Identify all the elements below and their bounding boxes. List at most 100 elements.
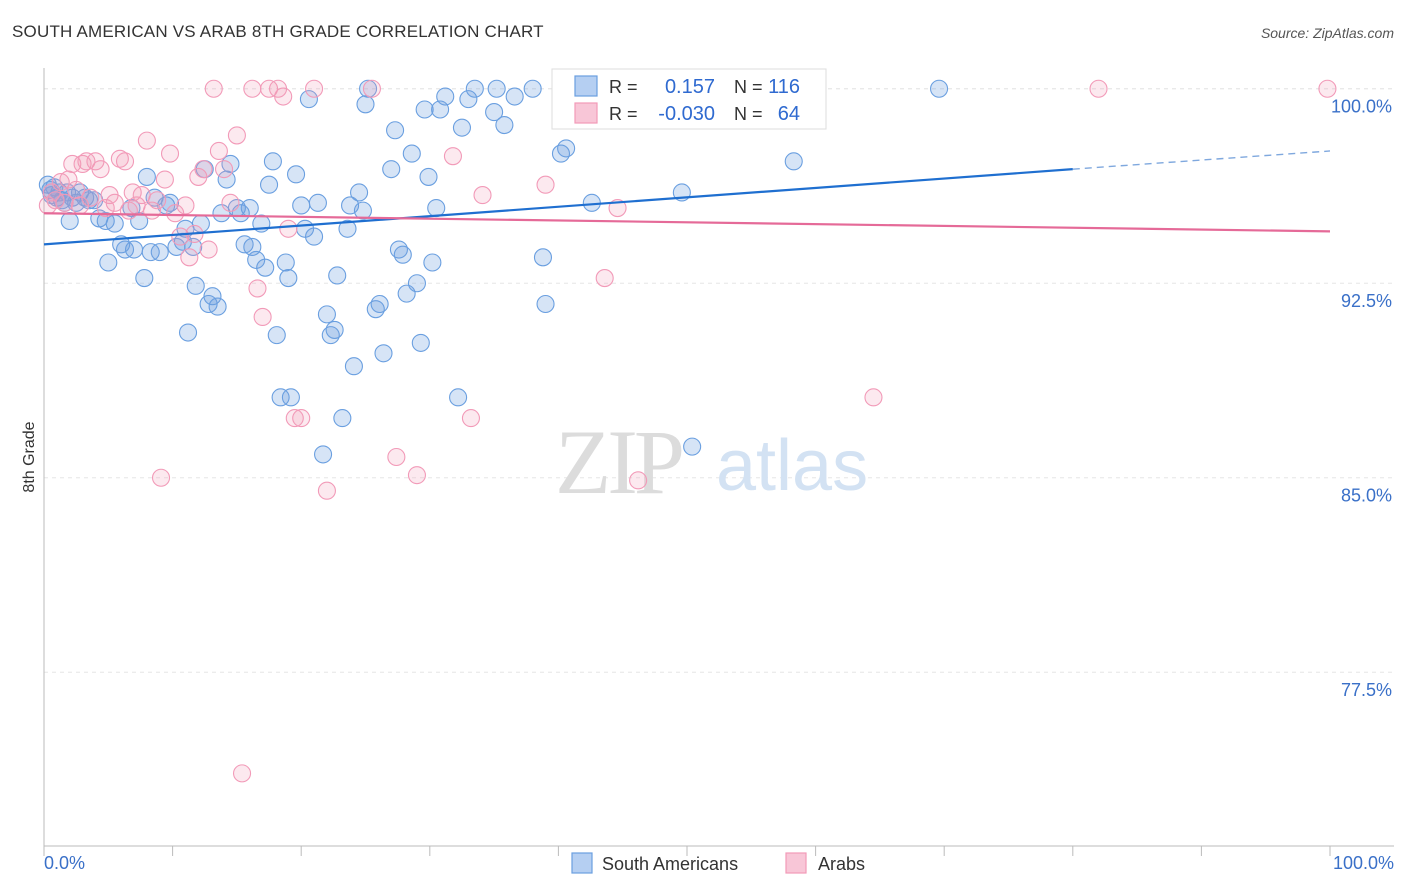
south-americans-point (423, 253, 442, 272)
x-tick-label-max: 100.0% (1333, 853, 1394, 873)
arabs-point (148, 191, 167, 210)
series-south-americans (38, 79, 949, 464)
south-americans-point (402, 144, 421, 163)
south-americans-point (259, 175, 279, 194)
x-ticks (43, 846, 1331, 856)
y-tick-label: 92.5% (1341, 291, 1392, 311)
source-credit: Source: ZipAtlas.com (1260, 25, 1394, 41)
south-americans-point (333, 409, 352, 428)
south-americans-point (386, 121, 405, 140)
south-americans-point (271, 388, 290, 407)
south-americans-point (240, 198, 259, 218)
arabs-point (204, 79, 223, 98)
south-americans-point (124, 240, 144, 259)
legend-label-arabs: Arabs (818, 854, 865, 874)
south-americans-point (208, 297, 227, 316)
south-americans-point (344, 357, 363, 376)
south-americans-point (427, 198, 446, 218)
arabs-point (155, 170, 174, 189)
south-americans-point (276, 253, 295, 272)
arabs-point (171, 227, 190, 246)
arabs-point (595, 269, 614, 288)
south-americans-point (350, 183, 369, 202)
south-americans-point (436, 87, 455, 106)
arabs-point (461, 409, 481, 428)
south-americans-point (485, 103, 504, 122)
stats-swatch-arabs (574, 102, 598, 124)
south-americans-point (452, 118, 472, 137)
arabs-point (292, 409, 311, 428)
stats-n-label-1: N = (734, 104, 763, 124)
y-axis-label: 8th Grade (21, 421, 38, 492)
y-tick-label: 100.0% (1331, 97, 1392, 117)
arabs-point (1089, 79, 1108, 98)
south-americans-point (411, 333, 430, 352)
arabs-point (180, 248, 199, 267)
stats-legend-box (551, 68, 827, 130)
arabs-point (132, 186, 151, 205)
south-americans-point (784, 152, 803, 171)
south-americans-point (203, 287, 222, 306)
south-americans-point (523, 79, 542, 98)
stats-r-value-1: -0.030 (658, 103, 715, 125)
arabs-point (221, 193, 240, 212)
arabs-point (387, 447, 406, 467)
watermark: ZIP atlas (555, 411, 868, 513)
stats-swatch-south-americans (574, 75, 598, 97)
arabs-point (443, 147, 462, 166)
south-americans-point (449, 388, 468, 407)
south-americans-point (314, 445, 333, 464)
south-americans-point (281, 388, 300, 407)
south-americans-point (263, 152, 282, 171)
arabs-point (151, 468, 171, 487)
arabs-point (227, 126, 246, 145)
watermark-atlas: atlas (716, 426, 868, 506)
gridlines (44, 88, 1394, 673)
south-americans-point (150, 243, 169, 262)
south-americans-point (178, 323, 198, 342)
south-americans-point (393, 245, 412, 264)
south-americans-point (359, 79, 378, 98)
arabs-point (209, 141, 228, 161)
arabs-point (279, 219, 298, 238)
south-americans-trend-extension (1072, 150, 1331, 170)
y-tick-label: 85.0% (1341, 486, 1392, 506)
south-americans-point (105, 214, 124, 233)
bottom-legend: South Americans Arabs (571, 852, 865, 874)
stats-n-value-1: 64 (778, 103, 800, 125)
arabs-point (864, 388, 883, 407)
south-americans-point (60, 211, 79, 231)
y-tick-labels: 77.5% 85.0% 92.5% 100.0% (1331, 97, 1392, 700)
arabs-point (305, 79, 324, 98)
arabs-point (362, 79, 381, 98)
south-americans-point (292, 196, 311, 215)
south-americans-point (419, 167, 438, 186)
south-americans-point (495, 116, 514, 135)
south-americans-point (305, 227, 324, 246)
x-tick-label-min: 0.0% (44, 853, 85, 873)
south-americans-point (308, 193, 327, 212)
south-americans-point (415, 100, 434, 119)
south-americans-point (557, 139, 576, 158)
south-americans-point (356, 95, 375, 114)
arabs-point (91, 160, 110, 179)
south-americans-point (279, 269, 298, 288)
south-americans-point (137, 167, 156, 186)
south-americans-point (505, 87, 524, 106)
arabs-point (81, 188, 100, 207)
arabs-point (110, 149, 129, 168)
arabs-point (63, 154, 82, 174)
chart-title: SOUTH AMERICAN VS ARAB 8TH GRADE CORRELA… (12, 22, 544, 41)
stats-n-value-0: 116 (768, 76, 800, 98)
south-americans-point (370, 294, 389, 314)
stats-n-label-0: N = (734, 77, 763, 97)
arabs-point (115, 152, 135, 171)
south-americans-point (338, 219, 357, 238)
south-americans-point (287, 165, 306, 184)
y-tick-label: 77.5% (1341, 680, 1392, 700)
south-americans-point (407, 274, 426, 293)
arabs-point (243, 79, 262, 98)
south-americans-point (533, 248, 553, 267)
south-americans-point (325, 320, 344, 339)
